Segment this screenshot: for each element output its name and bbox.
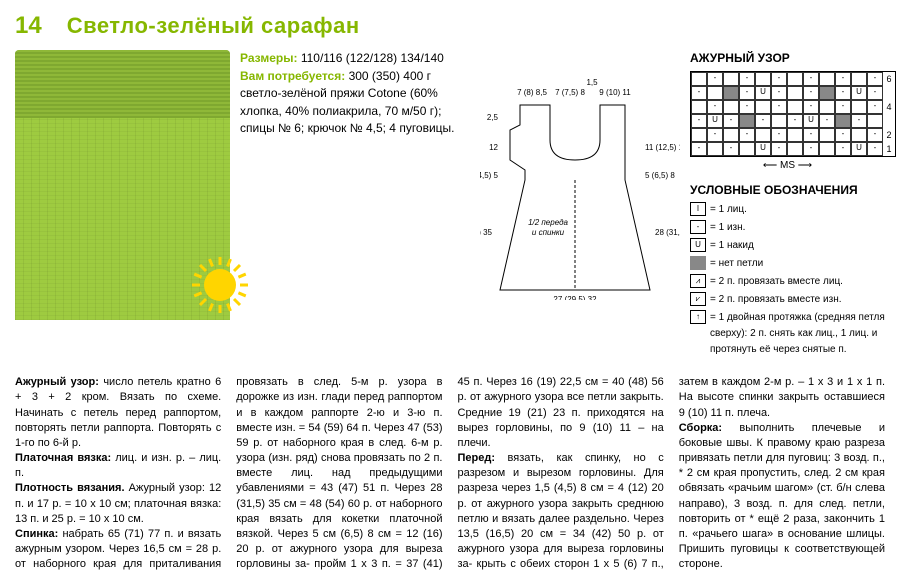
svg-text:7 (7,5) 8: 7 (7,5) 8: [555, 88, 585, 97]
instructions-body: Ажурный узор: число петель кратно 6 + 3 …: [15, 375, 885, 572]
svg-text:11 (12,5) 14,5: 11 (12,5) 14,5: [645, 143, 680, 152]
svg-text:28 (31,5) 35: 28 (31,5) 35: [480, 228, 493, 237]
svg-text:9 (10) 11: 9 (10) 11: [599, 88, 631, 97]
lace-chart: ------6--U---U-------4-U---U--------2--U…: [690, 71, 885, 157]
svg-text:28 (31,5) 35: 28 (31,5) 35: [655, 228, 680, 237]
pattern-schematic: 7 (8) 8,5 7 (7,5) 8 1,5 9 (10) 11 2,5 12…: [480, 50, 680, 360]
p4-label: Спинка:: [15, 528, 58, 540]
page-number: 14: [15, 10, 42, 42]
need-label: Вам потребуется:: [240, 69, 345, 83]
sizes-value: 110/116 (122/128) 134/140: [301, 51, 444, 65]
svg-text:и спинки: и спинки: [532, 228, 565, 237]
sun-icon: [190, 255, 250, 315]
chart-block: АЖУРНЫЙ УЗОР ------6--U---U-------4-U---…: [690, 50, 885, 360]
p8-label: Сборка:: [679, 422, 722, 434]
p6-text: вязать, как спинку, но с разрезом и выре…: [458, 452, 664, 570]
svg-text:1,5 (4,5) 5: 1,5 (4,5) 5: [480, 171, 499, 180]
materials-block: Размеры: 110/116 (122/128) 134/140 Вам п…: [240, 50, 470, 360]
p1-label: Ажурный узор:: [15, 376, 99, 388]
chart-title: АЖУРНЫЙ УЗОР: [690, 50, 885, 66]
p2-label: Платочная вязка:: [15, 452, 111, 464]
product-photo: [15, 50, 230, 320]
p4-text: набрать 65 (71) 77 п. и вязать ажурным у…: [15, 376, 443, 570]
chart-legend: I = 1 лиц.- = 1 изн.U = 1 накид = нет пе…: [690, 202, 885, 358]
p3-label: Плотность вязания.: [15, 482, 125, 494]
svg-text:1,5: 1,5: [586, 78, 598, 87]
svg-text:2,5: 2,5: [487, 113, 499, 122]
sizes-label: Размеры:: [240, 51, 297, 65]
legend-title: УСЛОВНЫЕ ОБОЗНАЧЕНИЯ: [690, 182, 885, 198]
p8-text: выполнить плечевые и боковые швы. К прав…: [679, 422, 885, 571]
page-title: Светло-зелёный сарафан: [67, 11, 360, 41]
svg-text:27 (29,5) 32: 27 (29,5) 32: [553, 295, 597, 300]
svg-text:1/2 переда: 1/2 переда: [528, 218, 568, 227]
svg-text:5 (6,5) 8: 5 (6,5) 8: [645, 171, 675, 180]
ms-label: ⟵ MS ⟶: [690, 159, 885, 173]
svg-text:7 (8) 8,5: 7 (8) 8,5: [517, 88, 547, 97]
p6-label: Перед:: [458, 452, 496, 464]
svg-text:12: 12: [489, 143, 498, 152]
